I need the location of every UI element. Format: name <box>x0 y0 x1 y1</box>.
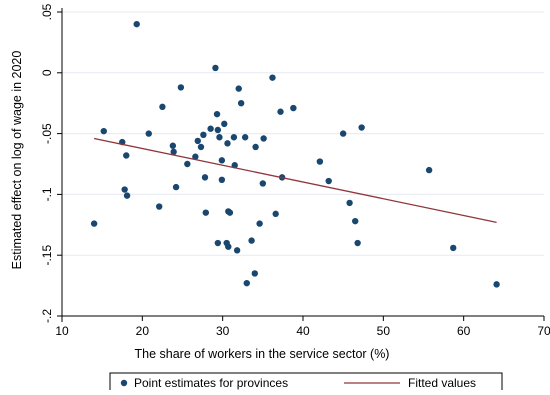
data-point <box>169 142 177 149</box>
legend: Point estimates for provinces Fitted val… <box>109 372 503 395</box>
data-point <box>123 152 130 159</box>
data-point <box>450 244 457 252</box>
data-point <box>493 281 500 288</box>
data-point <box>269 74 276 81</box>
data-point <box>159 103 166 111</box>
data-point <box>207 125 214 132</box>
data-point <box>354 239 361 247</box>
y-tick-label: -.1 <box>40 187 54 201</box>
data-point <box>100 127 107 135</box>
data-point <box>243 279 250 287</box>
data-point <box>170 148 177 156</box>
data-point <box>272 210 279 218</box>
legend-label-fitted-values: Fitted values <box>408 376 476 390</box>
data-point <box>277 108 284 115</box>
data-point <box>425 166 433 174</box>
data-point <box>221 120 228 128</box>
data-point <box>184 160 191 168</box>
y-tick-label: -.2 <box>40 309 54 323</box>
data-point <box>224 140 231 147</box>
data-point <box>202 209 209 216</box>
data-point <box>197 143 205 151</box>
x-tick-label: 10 <box>55 324 69 338</box>
data-point <box>316 158 324 165</box>
data-point <box>259 180 267 187</box>
data-point <box>212 64 219 72</box>
data-point <box>230 134 238 141</box>
data-point <box>252 143 259 151</box>
legend-marker-point-estimates <box>120 379 128 387</box>
x-tick-label: 50 <box>377 324 391 338</box>
data-point <box>214 126 222 134</box>
y-tick-label: -.15 <box>40 245 54 266</box>
data-point <box>213 110 221 118</box>
data-point <box>226 209 234 216</box>
x-tick-label: 70 <box>537 324 550 338</box>
data-point <box>145 130 152 137</box>
y-tick-label: .05 <box>40 3 54 20</box>
x-tick-label: 20 <box>136 324 150 338</box>
x-tick-label: 60 <box>457 324 471 338</box>
data-point <box>200 131 207 139</box>
data-point <box>346 199 353 207</box>
data-point <box>90 220 98 227</box>
data-point <box>216 134 223 141</box>
y-tick-label: 0 <box>40 69 54 76</box>
data-point <box>225 243 232 250</box>
data-point <box>218 157 226 164</box>
data-point <box>251 270 258 277</box>
data-point <box>172 183 180 191</box>
data-point <box>290 104 297 112</box>
data-point <box>256 220 263 227</box>
x-tick-label: 30 <box>216 324 230 338</box>
data-point <box>156 203 163 210</box>
series-layer <box>90 20 500 288</box>
y-axis-label: Estimated effect on log of wage in 2020 <box>10 51 24 270</box>
data-point <box>237 100 245 107</box>
data-point <box>325 177 332 185</box>
data-point <box>177 84 185 91</box>
data-point <box>133 20 140 28</box>
data-point <box>235 85 242 92</box>
data-point <box>214 239 222 247</box>
data-point <box>248 237 255 244</box>
legend-label-point-estimates: Point estimates for provinces <box>134 376 288 390</box>
data-point <box>339 130 347 137</box>
data-point <box>192 153 199 160</box>
x-tick-label: 40 <box>296 324 310 338</box>
data-point <box>352 217 359 225</box>
data-point <box>358 124 365 131</box>
data-point <box>121 186 128 193</box>
data-point <box>260 135 267 142</box>
x-axis-ticks: 10 20 30 40 50 60 70 <box>55 316 550 338</box>
data-point <box>123 192 131 199</box>
data-point <box>201 174 209 181</box>
data-point <box>233 247 241 254</box>
data-point <box>194 137 201 145</box>
data-point <box>218 176 226 184</box>
x-axis-label: The share of workers in the service sect… <box>135 347 390 361</box>
data-point <box>241 134 249 141</box>
fitted-values-line <box>94 137 497 224</box>
y-axis-ticks: .05 0 -.05 -.1 -.15 -.2 <box>40 3 62 323</box>
y-tick-label: -.05 <box>40 123 54 144</box>
